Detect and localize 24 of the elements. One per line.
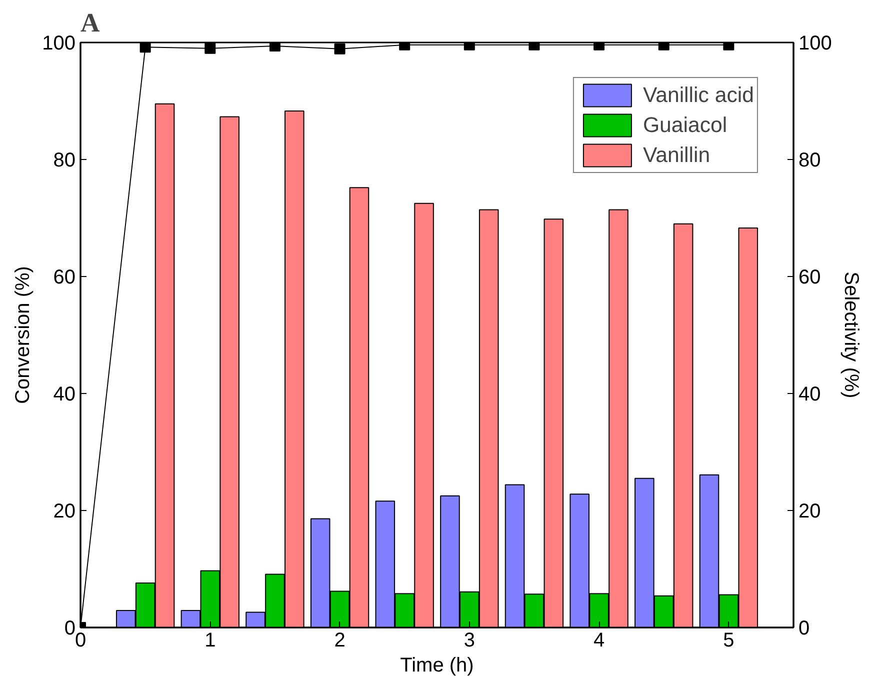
y2-tick-label: 20 (798, 500, 821, 522)
y-tick-label: 40 (53, 384, 76, 406)
point (269, 42, 280, 52)
y2-tick-label: 100 (798, 32, 832, 54)
y-tick-label: 60 (53, 266, 76, 288)
x-tick-label: 3 (464, 630, 475, 652)
point (140, 42, 151, 53)
y2-axis-title: Selectivity (%) (840, 272, 862, 398)
y-axis-title: Conversion (%) (12, 266, 34, 404)
legend-label: Vanillic acid (642, 82, 754, 108)
y-tick-label: 80 (53, 150, 76, 172)
y2-tick-label: 40 (798, 384, 821, 406)
y2-tick-label: 80 (798, 150, 821, 172)
legend-label: Vanillin (642, 142, 710, 168)
y-tick-label: 20 (53, 500, 76, 522)
x-tick-label: 1 (204, 630, 216, 652)
x-tick-label: 4 (593, 630, 605, 652)
x-axis-title: Time (h) (400, 654, 474, 676)
legend-label: Guaiacol (642, 112, 728, 138)
chart-title: A (80, 8, 100, 38)
x-tick-label: 2 (334, 630, 346, 652)
y-tick-label: 100 (42, 32, 76, 54)
y2-tick-label: 60 (798, 266, 821, 288)
x-tick-label: 5 (723, 630, 734, 652)
